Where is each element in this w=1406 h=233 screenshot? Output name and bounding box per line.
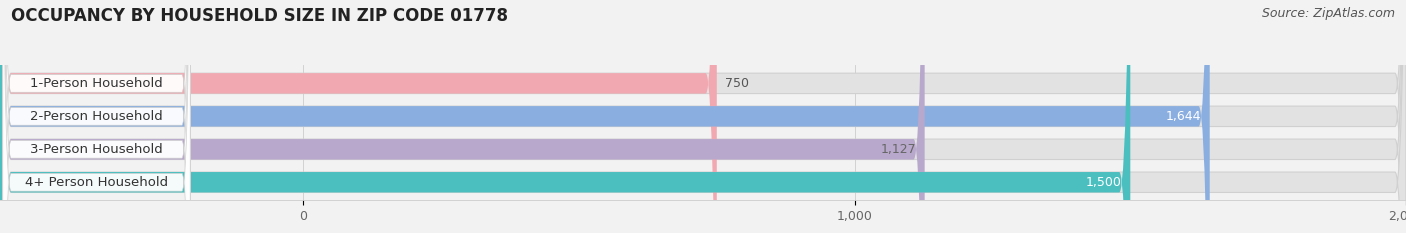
Text: 2-Person Household: 2-Person Household — [30, 110, 163, 123]
Text: Source: ZipAtlas.com: Source: ZipAtlas.com — [1261, 7, 1395, 20]
FancyBboxPatch shape — [3, 0, 190, 233]
FancyBboxPatch shape — [0, 0, 925, 233]
Text: 4+ Person Household: 4+ Person Household — [25, 176, 169, 189]
FancyBboxPatch shape — [3, 0, 190, 233]
Text: 1,127: 1,127 — [880, 143, 917, 156]
Text: 1,644: 1,644 — [1166, 110, 1202, 123]
Text: 750: 750 — [725, 77, 749, 90]
Text: 3-Person Household: 3-Person Household — [30, 143, 163, 156]
FancyBboxPatch shape — [3, 0, 190, 233]
FancyBboxPatch shape — [0, 0, 1130, 233]
Text: 1,500: 1,500 — [1087, 176, 1122, 189]
FancyBboxPatch shape — [0, 0, 717, 233]
FancyBboxPatch shape — [0, 0, 1209, 233]
Text: 1-Person Household: 1-Person Household — [30, 77, 163, 90]
Text: OCCUPANCY BY HOUSEHOLD SIZE IN ZIP CODE 01778: OCCUPANCY BY HOUSEHOLD SIZE IN ZIP CODE … — [11, 7, 508, 25]
FancyBboxPatch shape — [3, 0, 190, 233]
